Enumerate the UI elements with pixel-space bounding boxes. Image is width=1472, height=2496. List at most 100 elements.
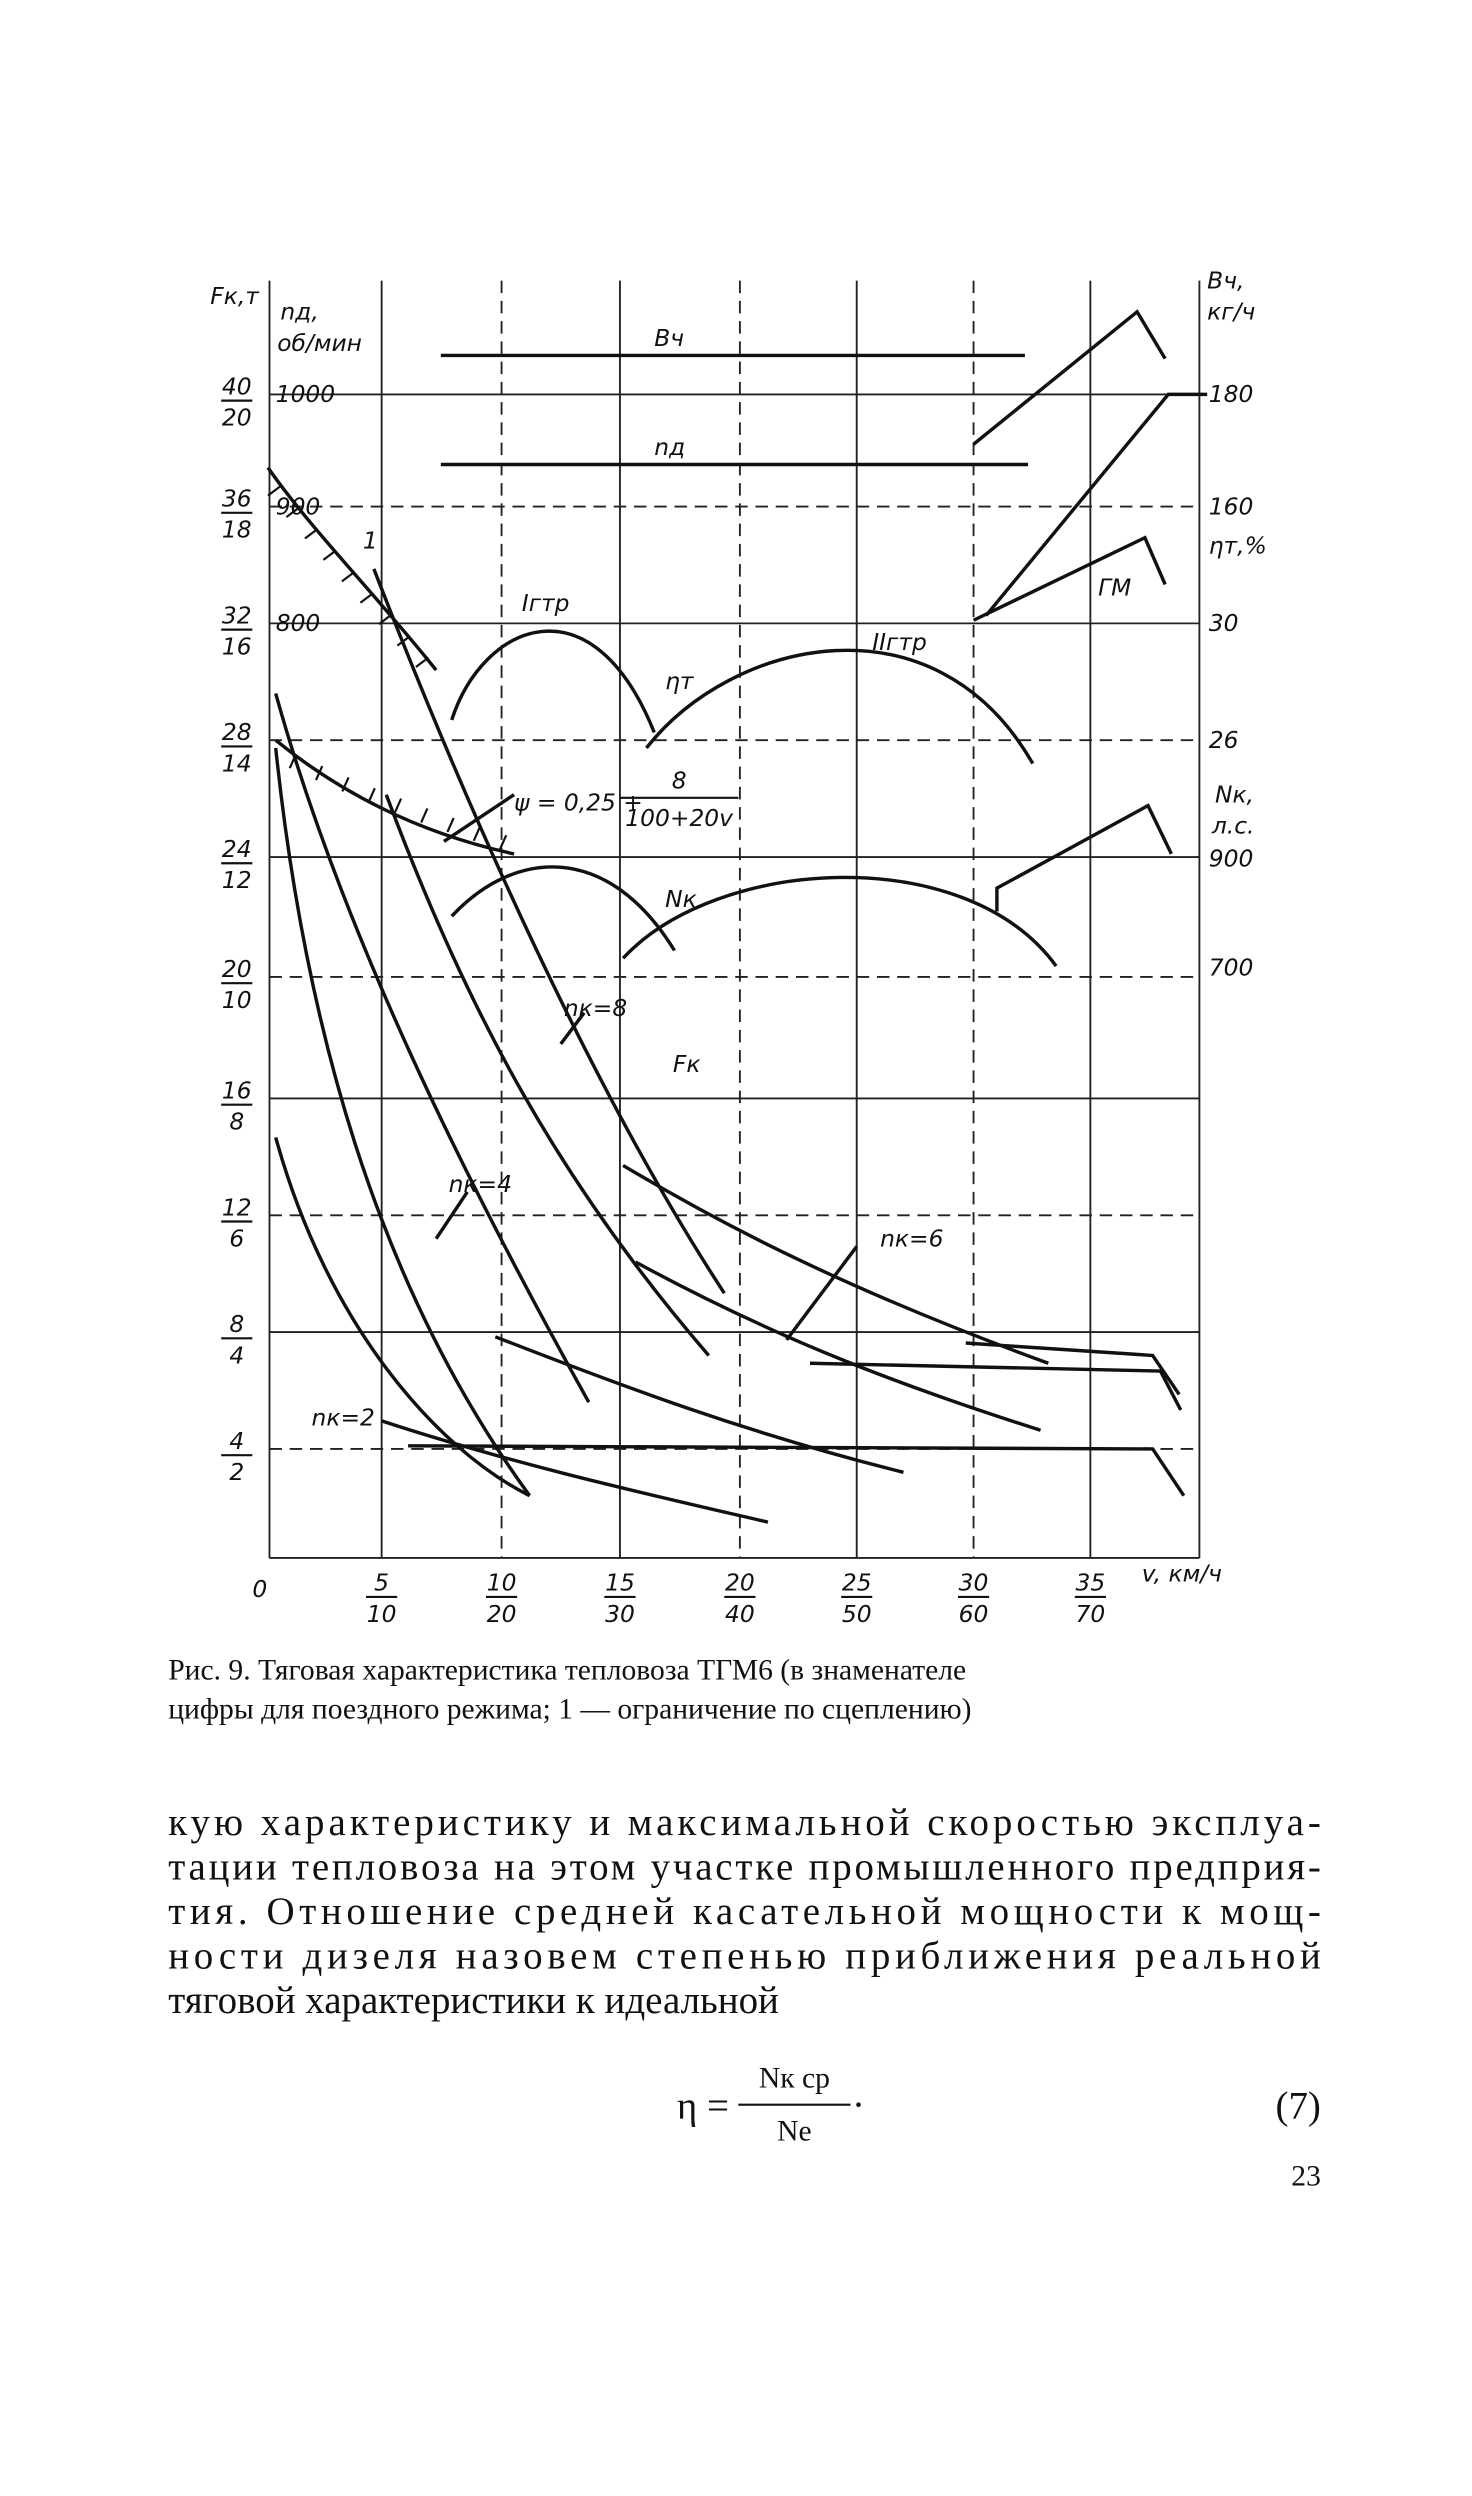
curve-label: Iгтр <box>522 589 570 617</box>
n-tick: 700 <box>1209 953 1254 981</box>
y-tick-den: 8 <box>229 1108 244 1136</box>
paragraph-line: кую характеристику и максимальной скорос… <box>168 1801 1321 1844</box>
formula-number: (7) <box>1275 2085 1320 2128</box>
curve-label: ηт <box>665 667 695 695</box>
x-tick-num: 15 <box>605 1569 635 1597</box>
curve-label: Fк <box>673 1050 701 1078</box>
y-tick-den: 2 <box>229 1458 244 1486</box>
y-tick-num: 12 <box>222 1193 252 1221</box>
y-tick-den: 16 <box>222 633 252 661</box>
hatch <box>341 776 350 792</box>
n-tick: 900 <box>1209 844 1254 872</box>
curve-label: nд <box>654 433 685 461</box>
b-unit: кг/ч <box>1207 298 1255 326</box>
rpm-tick: 1000 <box>276 380 335 408</box>
y-tick-num: 36 <box>222 485 252 513</box>
formula-num: Nк ср <box>759 2063 830 2095</box>
x-tick-num: 5 <box>374 1569 389 1597</box>
y-tick-den: 4 <box>229 1341 244 1369</box>
y-tick-num: 8 <box>229 1310 244 1338</box>
caption-line: цифры для поездного режима; 1 — ограниче… <box>168 1693 971 1725</box>
curve-label: nк=8 <box>564 994 627 1022</box>
paragraph-line: тации тепловоза на этом участке промышле… <box>168 1846 1321 1889</box>
curve-label: nк=2 <box>312 1404 375 1432</box>
hatch <box>304 528 319 540</box>
y-axis-label: Fк,т <box>210 282 260 310</box>
x-tick-den: 10 <box>367 1600 397 1628</box>
paragraph-line: тия. Отношение средней касательной мощно… <box>168 1890 1321 1933</box>
y-tick-num: 4 <box>229 1427 244 1455</box>
curve-label: ψ = 0,25 + <box>514 788 643 816</box>
hatch <box>341 571 356 583</box>
psi-num: 8 <box>672 766 687 794</box>
hatch <box>285 506 300 518</box>
x-tick-num: 20 <box>725 1569 755 1597</box>
n-label: Nк, <box>1215 781 1254 809</box>
y-tick-den: 6 <box>229 1224 244 1252</box>
x-tick-den: 70 <box>1076 1600 1106 1628</box>
hatch <box>472 826 481 842</box>
x-tick-den: 60 <box>959 1600 989 1628</box>
x-axis-label: v, км/ч <box>1142 1559 1222 1587</box>
y-tick-den: 12 <box>222 866 252 894</box>
hatch <box>288 753 297 769</box>
y-tick-num: 28 <box>222 718 252 746</box>
y-tick-den: 20 <box>222 404 252 432</box>
texts: 40 20 36 1 8 32 16 28 14 24 12 20 10 16 8 12 6 8 4 4 2 5 10 10 2… <box>168 266 1321 2192</box>
grid <box>269 280 1200 1558</box>
rpm-tick: 800 <box>276 609 321 637</box>
rpm-tick: 900 <box>276 492 321 520</box>
b-label: Bч, <box>1207 266 1244 294</box>
y-tick-num: 32 <box>222 601 252 629</box>
figure <box>266 280 1208 1559</box>
b-tick: 160 <box>1209 492 1254 520</box>
curve-label: Bч <box>654 324 684 352</box>
hatch <box>415 656 430 668</box>
y-tick-den: 10 <box>222 986 252 1014</box>
eta-label: ηт,% <box>1209 531 1267 559</box>
hatch <box>315 765 324 781</box>
y-tick-num: 16 <box>222 1076 252 1104</box>
hatch <box>322 549 337 561</box>
x-tick-num: 35 <box>1076 1569 1106 1597</box>
hatch <box>359 592 374 604</box>
eta-tick: 30 <box>1209 609 1239 637</box>
hatch <box>420 808 429 823</box>
hatch <box>499 834 508 850</box>
curve-label: Nк <box>665 885 697 913</box>
curve-label: nк=6 <box>880 1224 943 1252</box>
formula-lhs: η = <box>677 2085 729 2128</box>
x-tick-den: 40 <box>725 1600 755 1628</box>
curve-label: 1 <box>363 527 378 555</box>
hatch <box>446 817 455 833</box>
hatch <box>378 613 393 626</box>
y-tick-num: 24 <box>222 835 252 863</box>
y-tick-num: 40 <box>222 372 252 400</box>
psi-den: 100+20v <box>625 804 734 832</box>
x-tick-num: 10 <box>487 1569 517 1597</box>
y-tick-num: 20 <box>222 955 252 983</box>
eta-tick: 26 <box>1209 726 1239 754</box>
rpm-unit: об/мин <box>277 329 362 357</box>
hatch <box>396 635 411 647</box>
y-tick-den: 14 <box>222 749 252 777</box>
hatch <box>267 485 282 497</box>
n-unit: л.с. <box>1211 812 1255 840</box>
curve-label: IIгтр <box>872 628 926 656</box>
x-tick-den: 20 <box>487 1600 517 1628</box>
curves <box>266 309 1208 1524</box>
hatching <box>267 485 508 850</box>
b-tick: 180 <box>1209 380 1254 408</box>
x-tick-num: 30 <box>959 1569 989 1597</box>
formula-end: . <box>854 2072 864 2115</box>
page-number: 23 <box>1291 2161 1321 2193</box>
curve-label: nк=4 <box>449 1170 512 1198</box>
curve-label: ГМ <box>1098 573 1131 601</box>
x-tick-den: 50 <box>842 1600 872 1628</box>
caption-line: Рис. 9. Тяговая характеристика тепловоза… <box>168 1654 966 1686</box>
hatch <box>367 787 376 803</box>
x-tick-den: 30 <box>605 1600 635 1628</box>
paragraph-line: тяговой характеристики к идеальной <box>168 1979 779 2022</box>
